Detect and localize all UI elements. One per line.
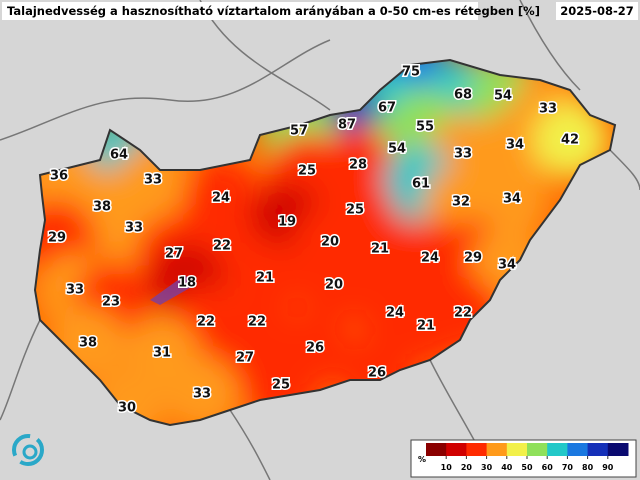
legend-tick-label: 70 [562,463,574,472]
value-label: 33 [454,147,472,162]
value-label: 27 [236,351,254,366]
title-box [2,2,478,20]
legend-tick-label: 80 [582,463,594,472]
value-label: 33 [539,102,557,117]
value-label: 22 [213,239,231,254]
value-label: 29 [464,251,482,266]
legend-swatch [506,443,528,456]
legend-tick-label: 20 [461,463,473,472]
legend-tick-label: 60 [542,463,554,472]
legend-swatch [426,443,447,456]
value-label: 33 [144,173,162,188]
value-label: 25 [298,164,316,179]
value-label: 57 [290,124,308,139]
value-label: 28 [349,158,367,173]
value-label: 38 [93,200,111,215]
legend-tick-label: 50 [521,463,533,472]
moisture-blob [532,102,608,178]
value-label: 38 [79,336,97,351]
legend-swatch [607,443,629,456]
value-label: 33 [193,387,211,402]
value-label: 23 [102,295,120,310]
value-label: 24 [212,191,230,206]
value-label: 20 [325,278,343,293]
value-label: 27 [165,247,183,262]
value-label: 54 [388,142,406,157]
legend-swatch [587,443,609,456]
legend-swatch [567,443,589,456]
value-label: 19 [278,215,296,230]
value-label: 36 [50,169,68,184]
logo [12,434,44,466]
value-label: 21 [371,242,389,257]
moisture-blob [296,247,372,323]
legend-tick-label: 10 [441,463,453,472]
value-label: 75 [402,65,420,80]
value-label: 32 [452,195,470,210]
legend-tick-label: 40 [501,463,513,472]
value-label: 33 [66,283,84,298]
value-label: 42 [561,133,579,148]
value-label: 30 [118,401,136,416]
value-label: 25 [272,378,290,393]
moisture-blob [474,161,550,237]
value-label: 21 [256,271,274,286]
value-label: 29 [48,231,66,246]
value-label: 20 [321,235,339,250]
value-label: 31 [153,346,171,361]
value-label: 34 [503,192,521,207]
legend-swatch [466,443,488,456]
legend-swatch [527,443,548,456]
lake [150,275,195,305]
value-label: 18 [178,276,196,291]
value-label: 24 [386,306,404,321]
value-label: 21 [417,319,435,334]
value-label: 54 [494,89,512,104]
date: 2025-08-27 [560,4,634,18]
value-label: 22 [197,315,215,330]
legend-tick-label: 30 [481,463,493,472]
legend-unit: % [418,455,426,464]
legend-swatch [486,443,508,456]
value-label: 55 [416,120,434,135]
value-label: 61 [412,177,430,192]
value-label: 26 [368,366,386,381]
value-label: 22 [248,315,266,330]
value-label: 87 [338,118,356,133]
legend-swatch [446,443,467,456]
moisture-blob [388,288,464,364]
labels: 75 68 54 33 67 87 55 57 34 42 64 54 33 25 28 36 33 61 32 34… [46,63,580,417]
value-label: 26 [306,341,324,356]
value-label: 25 [346,203,364,218]
title: Talajnedvesség a hasznosítható víztartal… [7,4,540,18]
value-label: 34 [506,138,524,153]
blobs [35,60,608,425]
legend-swatch [547,443,568,456]
value-label: 22 [454,306,472,321]
value-label: 68 [454,88,472,103]
value-label: 24 [421,251,439,266]
value-label: 34 [498,258,516,273]
value-label: 64 [110,148,128,163]
value-label: 33 [125,221,143,236]
date-box [556,2,638,20]
legend: % 10 20 30 40 50 60 70 80 90 [418,443,629,472]
legend-tick-label: 90 [602,463,614,472]
value-label: 67 [378,101,396,116]
